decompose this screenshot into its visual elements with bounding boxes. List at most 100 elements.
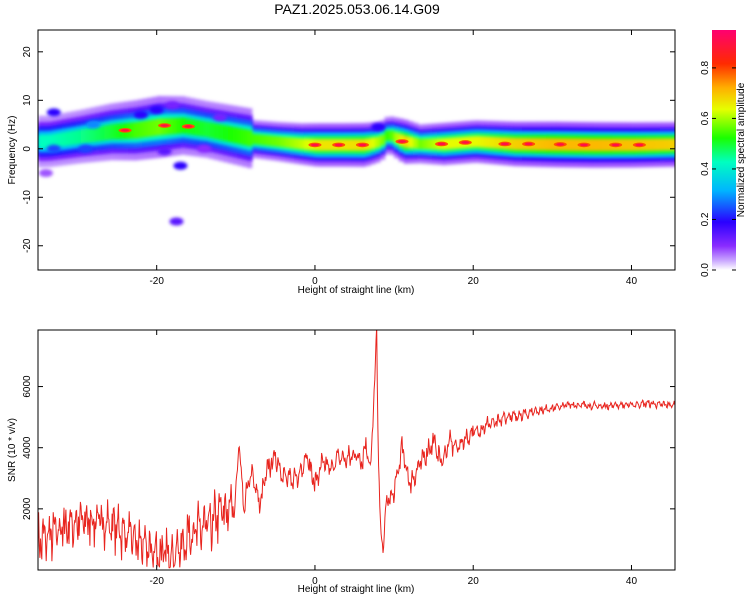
heatmap-cell	[493, 137, 500, 149]
heatmap-peak-core	[611, 143, 620, 147]
heatmap-cell	[208, 122, 215, 138]
heatmap-cell	[270, 135, 276, 147]
heatmap-cell	[156, 118, 163, 136]
heatmap-cell	[147, 120, 153, 137]
heatmap-cell	[218, 124, 224, 141]
heatmap-cell	[227, 126, 234, 143]
x-tick-label: 20	[468, 576, 480, 587]
heatmap-cell	[265, 135, 272, 146]
x-tick-label: 40	[626, 276, 638, 287]
heatmap-blob	[46, 108, 61, 117]
heatmap-cell	[170, 118, 177, 135]
heatmap-cell	[541, 138, 547, 151]
heatmap-cell	[109, 124, 115, 140]
heatmap-cell	[232, 127, 239, 144]
heatmap-cell	[104, 125, 110, 141]
heatmap-peak-core	[160, 124, 169, 127]
heatmap-blob	[157, 147, 172, 156]
heatmap-cell	[346, 139, 352, 151]
colorbar-tick-label: 0.6	[700, 111, 711, 125]
heatmap-cell	[626, 138, 633, 151]
heatmap-peak-core	[358, 143, 367, 147]
heatmap-blob	[149, 106, 164, 114]
heatmap-cell	[294, 138, 300, 149]
heatmap-cell	[664, 138, 671, 151]
snr-frame	[37, 329, 676, 571]
colorbar-gradient	[712, 30, 736, 270]
heatmap-cell	[47, 134, 53, 149]
colorbar-tick-label: 0.2	[700, 212, 711, 226]
heatmap-cell	[38, 134, 44, 149]
heatmap-cell	[351, 139, 357, 151]
spectrogram-x-ticks: -20 0 20 40	[149, 30, 637, 287]
heatmap-cell	[99, 125, 106, 141]
heatmap-cell	[417, 138, 424, 150]
heatmap-cell	[659, 138, 666, 151]
heatmap-cell	[223, 125, 229, 142]
heatmap-cell	[550, 138, 557, 151]
heatmap-cell	[284, 137, 291, 148]
heatmap-cell	[66, 131, 72, 146]
spectrogram-heatmap	[38, 96, 675, 226]
heatmap-peak-core	[500, 142, 509, 146]
heatmap-cell	[61, 132, 68, 147]
heatmap-cell	[569, 138, 576, 151]
heatmap-cell	[327, 139, 333, 151]
heatmap-cell	[432, 138, 438, 150]
heatmap-cell	[489, 136, 495, 149]
heatmap-cell	[484, 136, 490, 148]
heatmap-cell	[52, 133, 58, 148]
heatmap-peak-core	[437, 142, 446, 146]
y-tick-label: 6000	[22, 375, 33, 398]
heatmap-cell	[261, 134, 267, 146]
y-tick-label: 10	[22, 94, 33, 106]
heatmap-cell	[175, 117, 182, 134]
heatmap-cell	[246, 130, 253, 147]
colorbar: 0.0 0.2 0.4 0.6 0.8 Normalized spectral ampl…	[700, 30, 747, 277]
heatmap-peaks	[118, 123, 646, 148]
heatmap-peak-core	[580, 143, 588, 147]
heatmap-cell	[280, 136, 286, 148]
heatmap-cell	[474, 135, 481, 148]
snr-y-label: SNR (10 * v/v)	[7, 418, 18, 482]
heatmap-blobs	[38, 101, 386, 226]
y-tick-label: 2000	[22, 497, 33, 520]
snr-x-ticks: -20 0 20 40	[149, 330, 637, 587]
heatmap-cell	[142, 120, 148, 138]
colorbar-ticks: 0.0 0.2 0.4 0.6 0.8	[700, 61, 736, 277]
heatmap-cell	[204, 121, 210, 137]
x-tick-label: -20	[149, 276, 164, 287]
y-tick-label: -20	[22, 238, 33, 253]
heatmap-cell	[593, 138, 599, 151]
heatmap-cell	[565, 138, 571, 151]
heatmap-cell	[85, 128, 91, 143]
heatmap-cell	[384, 130, 390, 141]
snr-panel: -20 0 20 40 2000 4000 6000 Height of straight…	[7, 329, 676, 595]
heatmap-blob	[197, 144, 212, 153]
y-tick-label: -10	[22, 190, 33, 205]
heatmap-cell	[602, 138, 609, 151]
heatmap-cell	[94, 126, 101, 142]
heatmap-cell	[451, 137, 457, 149]
heatmap-cell	[588, 138, 595, 151]
heatmap-peak-core	[184, 125, 193, 128]
heatmap-cell	[151, 119, 158, 136]
heatmap-blob	[165, 101, 180, 110]
heatmap-cell	[370, 137, 376, 149]
colorbar-tick-label: 0.4	[700, 162, 711, 176]
heatmap-cell	[427, 138, 433, 150]
heatmap-blob	[169, 217, 184, 226]
heatmap-cell	[598, 138, 604, 151]
heatmap-cell	[42, 134, 49, 149]
heatmap-cell	[322, 139, 329, 151]
heatmap-cell	[655, 138, 661, 151]
heatmap-cell	[645, 138, 652, 151]
heatmap-cell	[408, 136, 414, 149]
heatmap-blob	[371, 122, 386, 131]
heatmap-cell	[56, 132, 63, 147]
heatmap-cell	[213, 123, 220, 139]
heatmap-cell	[375, 136, 381, 148]
heatmap-cell	[251, 134, 257, 145]
snr-x-label: Height of straight line (km)	[298, 584, 415, 595]
heatmap-blob	[213, 113, 227, 122]
